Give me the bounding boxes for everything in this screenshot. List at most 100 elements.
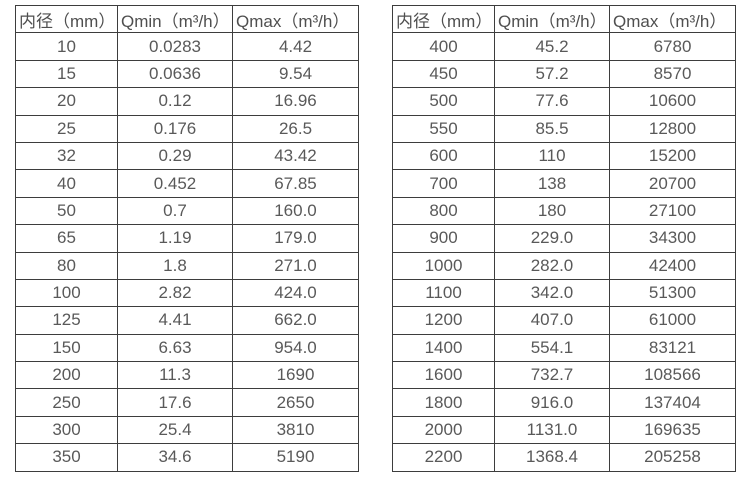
table-cell: 77.6 <box>494 87 610 116</box>
table-row: 400 45.2 6780 <box>392 32 736 61</box>
header-inner-diameter: 内径（mm） <box>392 4 495 34</box>
header-inner-diameter: 内径（mm） <box>15 4 118 34</box>
table-cell: 110 <box>494 141 610 171</box>
table-cell: 1400 <box>392 333 495 363</box>
table-cell: 27100 <box>609 196 736 226</box>
table-cell: 20700 <box>609 169 736 198</box>
table-cell: 25.4 <box>117 415 233 445</box>
table-cell: 34.6 <box>117 443 233 472</box>
table-cell: 150 <box>15 333 118 363</box>
table-cell: 6.63 <box>117 333 233 363</box>
table-cell: 300 <box>15 415 118 445</box>
table-cell: 67.85 <box>232 169 359 198</box>
table-cell: 80 <box>15 251 118 280</box>
header-qmin: Qmin（m³/h） <box>117 4 233 34</box>
table-cell: 1000 <box>392 251 495 280</box>
table-row: 550 85.5 12800 <box>392 114 736 143</box>
table-cell: 205258 <box>609 443 736 472</box>
table-row: 80 1.8 271.0 <box>15 251 359 280</box>
table-cell: 3810 <box>232 415 359 445</box>
table-row: 600 110 15200 <box>392 141 736 171</box>
table-cell: 160.0 <box>232 196 359 226</box>
table-row: 800 180 27100 <box>392 196 736 226</box>
table-row: 125 4.41 662.0 <box>15 306 359 335</box>
table-cell: 179.0 <box>232 224 359 253</box>
table-cell: 1100 <box>392 278 495 308</box>
table-cell: 0.0636 <box>117 59 233 89</box>
table-cell: 5190 <box>232 443 359 472</box>
table-cell: 17.6 <box>117 388 233 417</box>
table-cell: 0.0283 <box>117 32 233 61</box>
table-row: 500 77.6 10600 <box>392 87 736 116</box>
table-row: 15 0.0636 9.54 <box>15 59 359 89</box>
table-row: 25 0.176 26.5 <box>15 114 359 143</box>
table-cell: 1600 <box>392 361 495 390</box>
table-cell: 282.0 <box>494 251 610 280</box>
table-row: 20 0.12 16.96 <box>15 87 359 116</box>
table-cell: 424.0 <box>232 278 359 308</box>
table-cell: 0.176 <box>117 114 233 143</box>
table-row: 1800 916.0 137404 <box>392 388 736 417</box>
table-cell: 1.19 <box>117 224 233 253</box>
table-cell: 1690 <box>232 361 359 390</box>
table-cell: 4.41 <box>117 306 233 335</box>
table-row: 900 229.0 34300 <box>392 224 736 253</box>
table-row: 250 17.6 2650 <box>15 388 359 417</box>
table-cell: 169635 <box>609 415 736 445</box>
table-cell: 1131.0 <box>494 415 610 445</box>
table-cell: 400 <box>392 32 495 61</box>
table-cell: 250 <box>15 388 118 417</box>
table-cell: 43.42 <box>232 141 359 171</box>
table-cell: 57.2 <box>494 59 610 89</box>
table-cell: 6780 <box>609 32 736 61</box>
flow-table-large-diameters: 内径（mm） Qmin（m³/h） Qmax（m³/h） 400 45.2 6780… <box>392 4 736 472</box>
table-row: 2000 1131.0 169635 <box>392 415 736 445</box>
table-cell: 916.0 <box>494 388 610 417</box>
table-cell: 8570 <box>609 59 736 89</box>
table-cell: 32 <box>15 141 118 171</box>
table-cell: 554.1 <box>494 333 610 363</box>
table-cell: 0.29 <box>117 141 233 171</box>
table-row: 1600 732.7 108566 <box>392 361 736 390</box>
table-cell: 2200 <box>392 443 495 472</box>
table-cell: 0.7 <box>117 196 233 226</box>
table-row: 450 57.2 8570 <box>392 59 736 89</box>
table-cell: 954.0 <box>232 333 359 363</box>
table-cell: 662.0 <box>232 306 359 335</box>
table-cell: 11.3 <box>117 361 233 390</box>
table-row: 1400 554.1 83121 <box>392 333 736 363</box>
table-cell: 137404 <box>609 388 736 417</box>
table-row: 100 2.82 424.0 <box>15 278 359 308</box>
header-qmax: Qmax（m³/h） <box>609 4 736 34</box>
table-cell: 1800 <box>392 388 495 417</box>
table-cell: 26.5 <box>232 114 359 143</box>
header-qmin: Qmin（m³/h） <box>494 4 610 34</box>
table-cell: 900 <box>392 224 495 253</box>
table-row: 200 11.3 1690 <box>15 361 359 390</box>
table-cell: 0.452 <box>117 169 233 198</box>
flow-tables-container: 内径（mm） Qmin（m³/h） Qmax（m³/h） 10 0.0283 4.4… <box>15 4 736 472</box>
table-cell: 407.0 <box>494 306 610 335</box>
table-cell: 83121 <box>609 333 736 363</box>
table-row: 1000 282.0 42400 <box>392 251 736 280</box>
table-cell: 20 <box>15 87 118 116</box>
table-cell: 100 <box>15 278 118 308</box>
table-cell: 2000 <box>392 415 495 445</box>
table-cell: 10600 <box>609 87 736 116</box>
table-cell: 180 <box>494 196 610 226</box>
table-cell: 1.8 <box>117 251 233 280</box>
table-cell: 10 <box>15 32 118 61</box>
table-cell: 450 <box>392 59 495 89</box>
table-cell: 61000 <box>609 306 736 335</box>
table-row: 1200 407.0 61000 <box>392 306 736 335</box>
table-cell: 45.2 <box>494 32 610 61</box>
table-cell: 4.42 <box>232 32 359 61</box>
table-row: 10 0.0283 4.42 <box>15 32 359 61</box>
table-cell: 125 <box>15 306 118 335</box>
table-cell: 85.5 <box>494 114 610 143</box>
table-cell: 2650 <box>232 388 359 417</box>
table-row: 32 0.29 43.42 <box>15 141 359 171</box>
table-cell: 700 <box>392 169 495 198</box>
table-cell: 65 <box>15 224 118 253</box>
table-row: 1100 342.0 51300 <box>392 278 736 308</box>
